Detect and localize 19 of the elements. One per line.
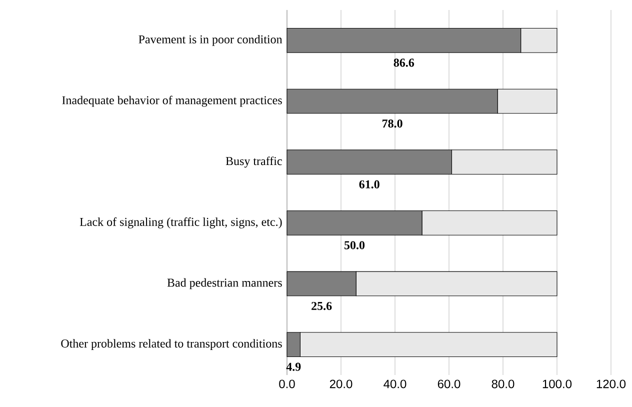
y-tick-label: Bad pedestrian manners xyxy=(167,278,282,290)
y-tick-label: Busy traffic xyxy=(226,156,282,168)
data-label: 61.0 xyxy=(359,180,380,188)
x-tick-label: 40.0 xyxy=(384,380,406,388)
x-tick-label: 80.0 xyxy=(492,380,514,388)
y-tick-label: Other problems related to transport conditions xyxy=(61,339,282,350)
data-label: 50.0 xyxy=(344,241,365,250)
y-tick-label: Lack of signaling (traffic light, signs, etc.) xyxy=(80,217,282,228)
data-label: 4.9 xyxy=(286,362,301,371)
x-tick-label: 20.0 xyxy=(330,380,352,388)
x-tick-label: 120.0 xyxy=(596,380,626,388)
x-tick-label: 0.0 xyxy=(279,380,295,388)
data-label: 25.6 xyxy=(312,302,332,310)
data-label: 86.6 xyxy=(394,58,414,67)
y-tick-label: Inadequate behavior of management practices xyxy=(62,96,282,107)
y-tick-label: Pavement is in poor condition xyxy=(138,34,282,46)
data-label: 78.0 xyxy=(382,119,402,128)
x-tick-label: 60.0 xyxy=(438,380,460,388)
x-tick-label: 100.0 xyxy=(542,380,572,388)
